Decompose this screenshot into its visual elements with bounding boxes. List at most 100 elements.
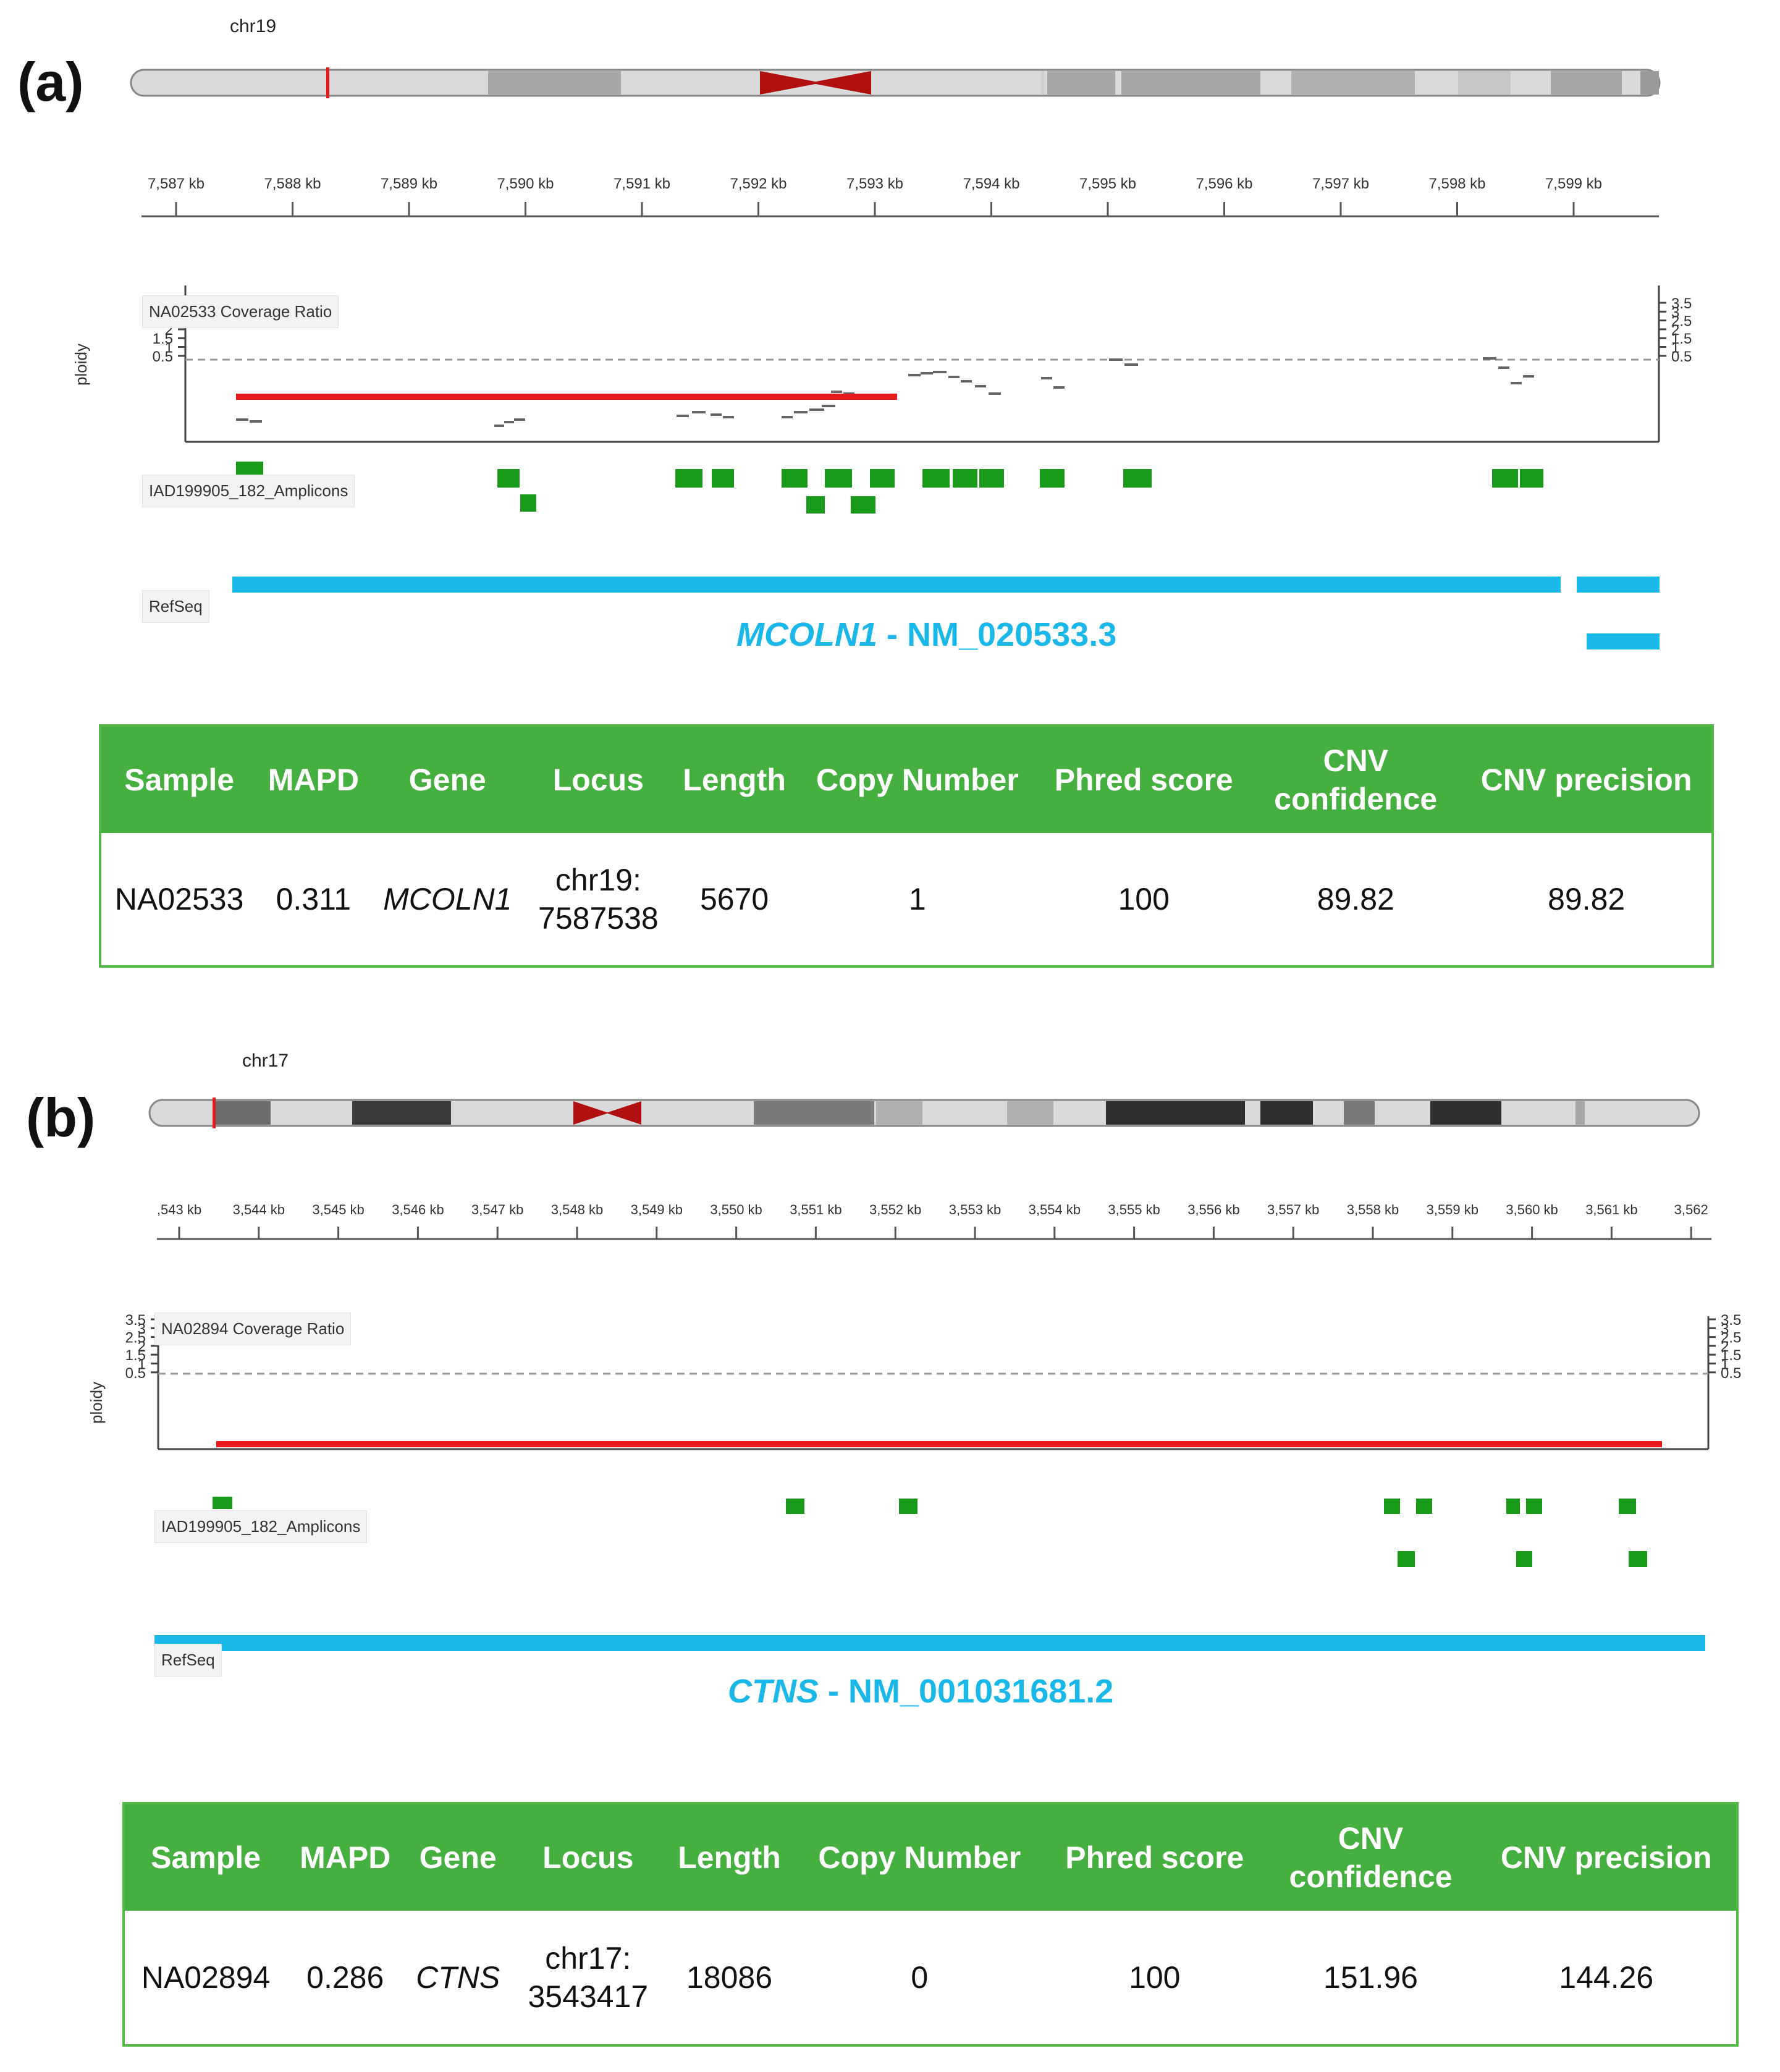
coverage-ratio-segment [692,411,706,413]
table-header-cell: Locus [512,1803,664,1911]
amplicon-track-label: IAD199905_182_Amplicons [142,475,355,507]
cnv-deletion-segment [236,394,897,400]
coverage-ratio-segment [1523,375,1534,378]
coverage-ratio-segment [250,420,262,423]
ruler-tick-label: 7,592 kb [730,175,787,192]
coverage-track-label: NA02533 Coverage Ratio [142,295,339,328]
ploidy-axis-label: ploidy [87,1382,106,1424]
amplicon-box [1398,1551,1415,1567]
ruler-tick-label: 3,550 kb [710,1202,762,1217]
ploidy-tick-label: 3.5 [125,1312,146,1329]
ruler-tick-label: 3,544 kb [233,1202,285,1217]
ploidy-tick-label: 2 [1721,1338,1729,1355]
ruler-tick-label: 3,549 kb [631,1202,683,1217]
ruler-tick-label: 3,558 kb [1347,1202,1399,1217]
ploidy-tick-label: 1 [1671,340,1679,357]
gene-name: CTNS [728,1673,819,1710]
gene-caption: MCOLN1 - NM_020533.3 [736,615,1116,654]
amplicon-box [825,469,852,488]
coverage-ratio-segment [782,416,793,418]
amplicon-track-label: IAD199905_182_Amplicons [154,1510,368,1543]
amplicon-box [979,469,1004,488]
ruler-tick-label: 3,562 [1674,1202,1708,1217]
genomic-ruler: ,543 kb 3,544 kb 3,545 kb 3,546 kb 3,547 kb 3… [157,1202,1711,1240]
amplicon-box [953,469,977,488]
ruler-tick-label: 3,551 kb [790,1202,841,1217]
ploidy-tick-label: 3.5 [1721,1312,1741,1329]
table-header-cell: Phred score [1037,725,1251,833]
locus-chr: chr17: [545,1941,631,1976]
amplicon-box [1123,469,1152,488]
coverage-ratio-segment [794,411,808,413]
refseq-track [154,1635,1705,1651]
ploidy-tick-label: 0.5 [153,349,173,365]
cell-length: 18086 [686,1960,773,1995]
ploidy-tick-label: 3.5 [1671,295,1692,312]
refseq-track-label: RefSeq [142,590,209,623]
amplicon-box [1506,1499,1520,1514]
cnv-results-table: Sample MAPD Gene Locus Length Copy Numbe… [122,1802,1739,2047]
table-header-row: Sample MAPD Gene Locus Length Copy Numbe… [124,1803,1737,1911]
coverage-ratio-segment [1483,357,1496,360]
coverage-ratio-segment [494,425,504,427]
ploidy-tick-label: 1.5 [153,331,173,347]
table-header-cell: CNV confidence [1265,1803,1477,1911]
ploidy-tick-label: 2 [1671,322,1679,339]
coverage-ratio-segment [961,380,972,383]
ruler-tick-label: 3,560 kb [1506,1202,1558,1217]
ploidy-tick-label: 0.5 [1671,349,1692,365]
cell-gene: MCOLN1 [383,882,512,916]
gene-transcript: - NM_020533.3 [877,616,1117,653]
table-header-cell: Sample [124,1803,287,1911]
amplicon-box [1492,469,1518,488]
ploidy-tick-label: 1 [1721,1356,1729,1373]
amplicon-box [1629,1551,1647,1567]
refseq-transcript-bar [1587,633,1660,649]
amplicon-box [806,496,825,514]
cell-locus: chr19: 7587538 [525,833,671,966]
ploidy-tick-label: 2.5 [125,1330,146,1347]
table-header-cell: Gene [403,1803,513,1911]
cell-gene: CTNS [416,1960,500,1995]
table-header-cell: CNV precision [1461,725,1713,833]
amplicon-box [1526,1499,1542,1514]
table-header-cell: Copy Number [795,1803,1045,1911]
coverage-ratio-segment [933,371,947,373]
coverage-ratio-segment [236,418,248,421]
table-header-cell: CNV precision [1476,1803,1737,1911]
amplicon-box [922,469,950,488]
table-header-cell: Gene [369,725,526,833]
genomic-ruler: 7,587 kb 7,588 kb 7,589 kb 7,590 kb 7,591 kb… [141,175,1659,218]
chromosome-ideogram [130,67,1661,98]
coverage-ratio-segment [809,408,824,411]
coverage-ratio-segment [1498,366,1509,369]
ploidy-tick-label: 1 [138,1356,146,1373]
coverage-ratio-segment [1109,358,1123,361]
ploidy-tick-label: 3 [138,1321,146,1337]
ruler-tick-label: 3,552 kb [869,1202,921,1217]
ploidy-tick-label: 2 [138,1338,146,1355]
ruler-tick-label: 3,548 kb [551,1202,603,1217]
table-row: NA02894 0.286 CTNS chr17: 3543417 18086 0… [124,1911,1737,2045]
ploidy-tick-label: 2.5 [1671,313,1692,330]
amplicon-box [213,1505,232,1509]
amplicon-box [675,469,702,488]
coverage-ratio-segment [1511,382,1522,384]
table-header-row: Sample MAPD Gene Locus Length Copy Numbe… [100,725,1713,833]
table-header-cell: MAPD [257,725,370,833]
cnv-results-table: Sample MAPD Gene Locus Length Copy Numbe… [99,724,1714,968]
cell-cnv-confidence: 89.82 [1317,882,1394,916]
ruler-tick-label: 3,547 kb [471,1202,523,1217]
ruler-tick-label: 3,554 kb [1029,1202,1081,1217]
table-header-cell: MAPD [287,1803,404,1911]
amplicon-box [236,462,263,474]
table-header-cell: Locus [525,725,672,833]
panel-a-label: (a) [17,51,84,112]
table-header-cell: Sample [100,725,258,833]
table-header-cell: Length [671,725,798,833]
ruler-tick-label: 3,545 kb [312,1202,364,1217]
amplicon-box [851,496,875,514]
amplicon-track [236,462,1543,514]
cell-phred: 100 [1129,1960,1181,1995]
ploidy-tick-label: 3 [1721,1321,1729,1337]
